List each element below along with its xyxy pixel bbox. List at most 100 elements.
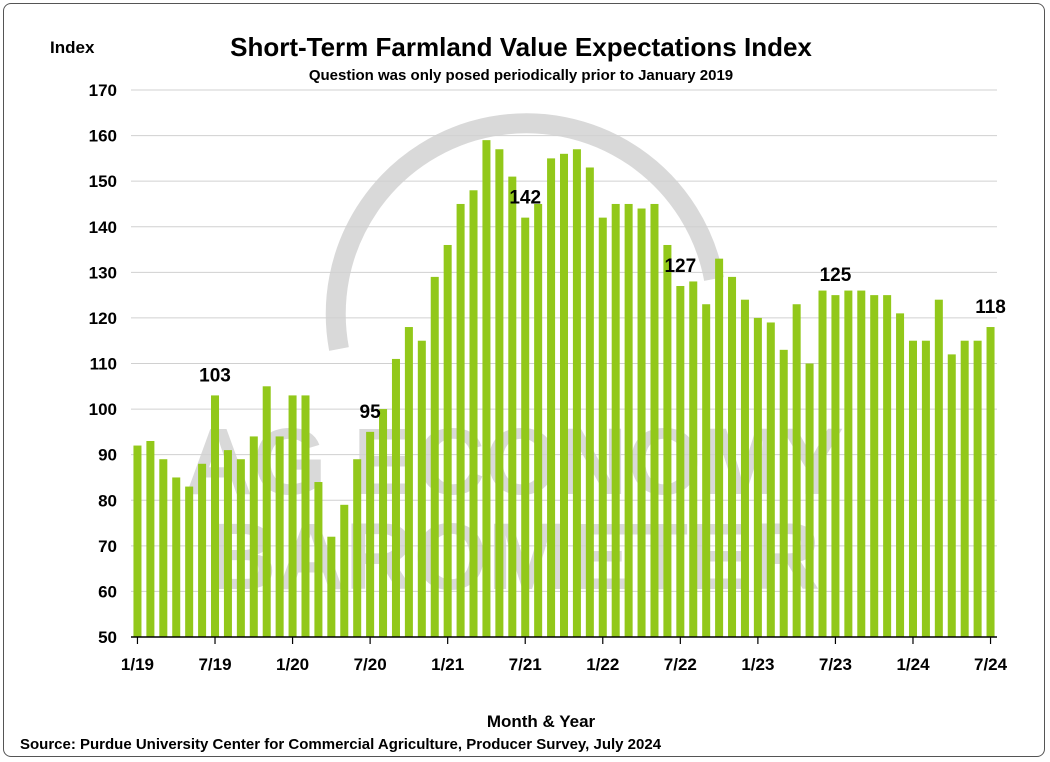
chart-title: Short-Term Farmland Value Expectations I… [230,32,812,62]
y-tick-label: 150 [89,172,117,191]
data-label: 127 [664,256,696,277]
bar [534,203,543,638]
y-tick-label: 170 [89,81,117,100]
bar [547,158,556,637]
bar [391,358,400,637]
bar [443,244,452,637]
bar [482,140,491,637]
x-tick-label: 7/24 [974,655,1008,674]
bar [637,208,646,637]
bar [249,436,258,637]
bar [340,504,349,637]
bar [663,244,672,637]
data-label: 118 [975,297,1006,318]
chart-frame: AG ECONOMY BAROMETER 50 60 70 80 90 100 110 120… [3,3,1045,757]
bar [236,459,245,637]
bar [624,203,633,638]
bar [469,190,478,638]
x-tick-label: 7/21 [509,655,542,674]
bar [301,395,310,637]
bar [960,340,969,637]
bar [857,290,866,637]
source-note: Source: Purdue University Center for Com… [20,736,662,753]
data-labels: 103 95 142 127 125 118 [199,188,1006,423]
x-tick-label: 7/20 [354,655,387,674]
x-tick-label: 1/20 [276,655,309,674]
bar [844,290,853,637]
y-tick-label: 110 [90,355,117,374]
x-tick-label: 1/22 [586,655,619,674]
bar [921,340,930,637]
bar [327,536,336,637]
watermark-arc [325,113,724,351]
bar [818,290,827,637]
x-tick-label: 1/19 [121,655,154,674]
bar [883,295,892,637]
x-tick-label: 1/21 [431,655,464,674]
bar [353,459,362,637]
bar [146,440,155,637]
bar [572,149,581,637]
bar [211,395,220,637]
x-tick-label: 7/23 [819,655,852,674]
data-label: 125 [820,265,852,286]
bar [288,395,297,637]
x-tick-label: 1/23 [741,655,774,674]
chart-subtitle: Question was only posed periodically pri… [309,67,733,84]
bar [805,363,814,637]
bar [404,327,413,637]
bar [947,354,956,637]
bar [792,304,801,637]
y-tick-label: 80 [98,491,117,510]
chart-canvas: AG ECONOMY BAROMETER 5060708090100110120… [20,32,1008,753]
bar [508,176,517,637]
y-tick-label: 90 [98,446,117,465]
data-label: 142 [509,188,541,209]
bar [223,450,232,637]
y-axis-title: Index [50,38,95,57]
bar [559,153,569,638]
bar [275,436,284,637]
bar [585,167,594,637]
bar [598,217,607,637]
bar [495,149,504,637]
y-tick-label: 160 [89,127,117,146]
x-tick-label: 7/19 [198,655,231,674]
bars [133,140,995,638]
bar [934,299,943,637]
bar [986,327,995,637]
bar [831,295,840,637]
bar [740,299,749,637]
y-tick-label: 70 [98,537,117,556]
bar [314,482,323,637]
bar [676,286,685,637]
bar [379,409,388,637]
bar [650,203,659,638]
bar [133,445,142,637]
bar [753,317,762,637]
bar [896,313,905,637]
bar [611,203,620,638]
x-tick-label: 1/24 [896,655,930,674]
bar [185,486,194,637]
y-tick-label: 140 [89,218,117,237]
bar [262,386,271,637]
bar [159,459,168,637]
bar [715,258,724,637]
bar [779,349,788,637]
bar [973,340,982,637]
bar [417,340,426,637]
bar [870,295,879,637]
data-label: 95 [360,402,382,423]
axes: 50 60 70 80 90 100 110 120 130 140 150 160 170 1/19 7/… [89,81,1008,674]
y-tick-label: 50 [98,628,117,647]
bar [728,276,737,637]
bar [456,203,465,638]
x-axis-title: Month & Year [487,712,596,731]
data-label: 103 [199,365,231,386]
bar [198,463,207,637]
y-tick-label: 100 [89,400,117,419]
bar [702,304,711,637]
y-tick-label: 60 [98,582,117,601]
bar [689,281,698,637]
